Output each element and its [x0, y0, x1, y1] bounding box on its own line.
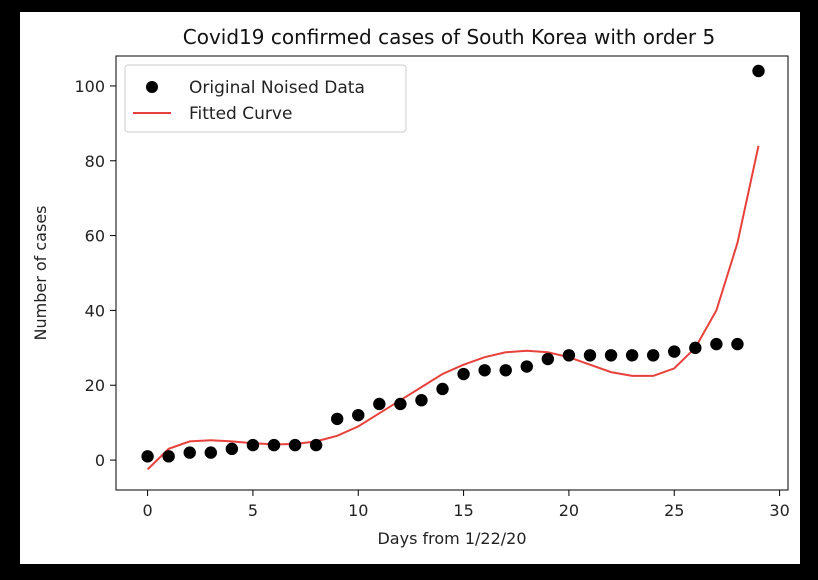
- y-tick-label: 0: [95, 451, 105, 470]
- data-point: [457, 367, 470, 381]
- data-point: [541, 352, 555, 366]
- x-axis: 0 5 10 15 20 25 30: [143, 490, 790, 520]
- data-point: [162, 450, 175, 463]
- data-point: [288, 438, 302, 452]
- data-point: [141, 450, 154, 463]
- x-tick-label: 25: [664, 501, 684, 520]
- data-point: [604, 349, 618, 362]
- legend-label-original-data: Original Noised Data: [189, 78, 365, 98]
- y-tick-label: 100: [74, 77, 105, 96]
- data-point: [499, 364, 512, 377]
- y-axis: 0 20 40 60 80 100: [74, 77, 116, 470]
- legend-box: [124, 64, 407, 133]
- data-point: [625, 349, 639, 362]
- legend-label-fitted-curve: Fitted Curve: [189, 104, 292, 124]
- data-point: [415, 394, 428, 407]
- chart: Covid19 confirmed cases of South Korea w…: [31, 25, 790, 548]
- chart-title: Covid19 confirmed cases of South Korea w…: [183, 25, 715, 49]
- data-point: [520, 360, 533, 373]
- legend: Original Noised Data Fitted Curve: [124, 64, 407, 133]
- legend-marker-scatter: [146, 81, 158, 93]
- data-point: [668, 345, 681, 358]
- data-point: [731, 337, 744, 351]
- data-point: [478, 364, 491, 377]
- data-point: [583, 349, 597, 362]
- data-point: [710, 337, 723, 351]
- data-point: [330, 412, 344, 426]
- y-tick-label: 40: [85, 301, 105, 320]
- x-tick-label: 15: [453, 501, 473, 520]
- data-point: [562, 349, 576, 362]
- data-point: [204, 446, 217, 459]
- y-tick-label: 20: [85, 376, 105, 395]
- data-point: [752, 64, 765, 78]
- data-point: [394, 397, 407, 411]
- y-tick-label: 60: [85, 227, 105, 246]
- plot-marks: [141, 64, 765, 471]
- x-tick-label: 20: [559, 501, 579, 520]
- data-point: [183, 446, 196, 459]
- x-tick-label: 0: [143, 501, 153, 520]
- x-axis-label: Days from 1/22/20: [377, 529, 526, 548]
- data-point: [267, 438, 281, 452]
- x-tick-label: 30: [769, 501, 789, 520]
- fitted-curve-line: [146, 145, 760, 471]
- x-tick-label: 10: [348, 501, 368, 520]
- data-point: [373, 397, 386, 411]
- data-point: [646, 349, 660, 362]
- figure: Covid19 confirmed cases of South Korea w…: [20, 12, 800, 564]
- data-point: [352, 408, 365, 422]
- x-tick-label: 5: [248, 501, 258, 520]
- data-point: [225, 442, 239, 456]
- data-point: [246, 438, 260, 452]
- data-point: [436, 382, 449, 396]
- data-point: [309, 438, 323, 452]
- y-tick-label: 80: [85, 152, 105, 171]
- y-axis-label: Number of cases: [31, 206, 50, 341]
- plot-area: [115, 55, 789, 491]
- data-point: [689, 341, 702, 355]
